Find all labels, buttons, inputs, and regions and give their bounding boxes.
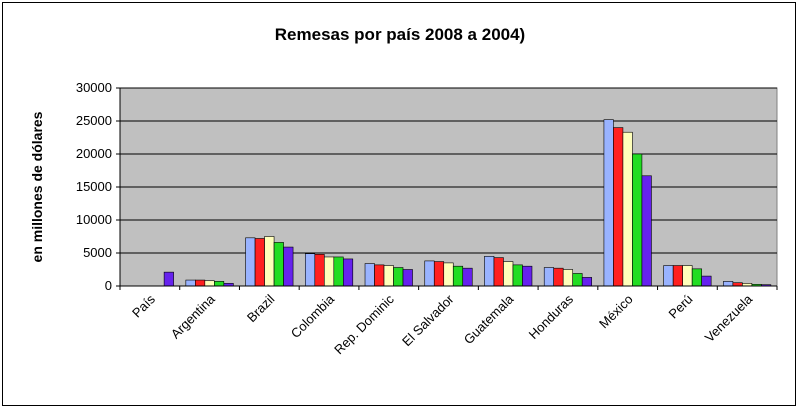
bar	[503, 261, 514, 287]
bar	[553, 267, 564, 287]
bar	[364, 263, 375, 287]
bar	[273, 242, 284, 287]
bar	[195, 279, 206, 287]
x-tick-label: Rep. Dominic	[331, 291, 397, 357]
y-tick-label: 15000	[76, 179, 112, 194]
bar	[512, 264, 523, 287]
bar	[323, 256, 335, 287]
y-tick-label: 30000	[76, 80, 112, 95]
y-axis-label: en millones de dólares	[29, 111, 45, 262]
bar	[522, 265, 533, 287]
bar	[632, 153, 643, 287]
chart-title: Remesas por país 2008 a 2004)	[275, 25, 525, 44]
bar	[254, 238, 265, 287]
bar	[462, 267, 473, 287]
bar	[214, 281, 225, 287]
bar	[723, 281, 734, 287]
bar	[383, 265, 394, 287]
bar	[264, 236, 275, 287]
bar	[283, 246, 294, 287]
gridlines	[120, 87, 777, 254]
bar	[613, 127, 624, 287]
bar	[433, 261, 445, 287]
x-tick-label: Perú	[666, 292, 696, 322]
bar	[245, 237, 256, 287]
x-tick-label: El Salvador	[399, 291, 457, 349]
bar	[393, 267, 404, 287]
bar	[682, 265, 693, 287]
bar	[204, 280, 215, 287]
bar	[424, 260, 435, 287]
bar	[484, 255, 495, 287]
bar	[641, 175, 652, 287]
bar	[622, 131, 633, 287]
bar	[663, 265, 674, 287]
bars	[163, 119, 772, 287]
bar	[603, 119, 614, 287]
y-tick-labels: 0 5000 10000 15000 20000 25000 30000	[76, 80, 120, 293]
bar	[701, 275, 712, 287]
bar	[562, 269, 574, 287]
y-tick-label: 5000	[83, 245, 112, 260]
x-tick-label: Venezuela	[702, 291, 756, 345]
bar	[314, 254, 325, 287]
x-tick-label: Guatemala	[461, 291, 517, 347]
bar	[304, 253, 316, 287]
bar	[374, 264, 385, 287]
x-tick-label: Colombia	[288, 291, 338, 341]
x-tick-label: México	[596, 292, 636, 332]
bar	[493, 257, 504, 287]
bar	[163, 271, 174, 287]
bar	[342, 258, 354, 287]
bar	[672, 265, 683, 287]
bar	[333, 256, 344, 287]
y-tick-label: 0	[105, 278, 112, 293]
y-tick-label: 25000	[76, 113, 112, 128]
bar	[443, 262, 454, 287]
bar	[402, 269, 413, 287]
x-tick-label: Honduras	[526, 291, 577, 342]
x-tick-label: País	[129, 291, 158, 320]
x-tick-label: Brazil	[244, 291, 278, 325]
x-tick-label: Argentina	[168, 291, 219, 342]
y-tick-label: 20000	[76, 146, 112, 161]
bar	[691, 268, 702, 287]
bar	[572, 273, 583, 287]
bar	[581, 277, 593, 287]
bar	[543, 267, 555, 287]
y-tick-label: 10000	[76, 212, 112, 227]
bar	[452, 265, 464, 287]
bar	[185, 279, 196, 287]
